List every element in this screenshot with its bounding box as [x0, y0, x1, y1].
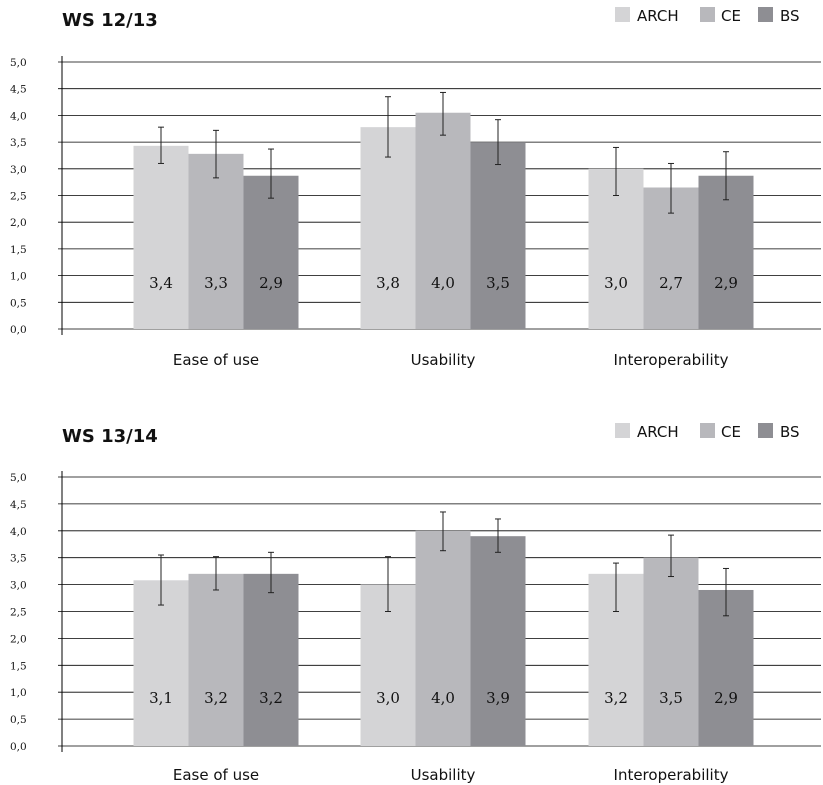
- legend-swatch-arch: [615, 7, 630, 22]
- bar-bs: [243, 175, 299, 329]
- data-label: 3,5: [659, 689, 683, 707]
- y-tick-label: 2,5: [10, 191, 27, 203]
- y-tick-label: 3,5: [10, 137, 27, 149]
- y-tick-label: 4,0: [10, 110, 27, 122]
- y-tick-label: 4,0: [10, 526, 27, 538]
- y-tick-label: 2,0: [10, 633, 27, 645]
- y-tick-label: 1,0: [10, 271, 27, 283]
- y-tick-label: 5,0: [10, 57, 27, 69]
- y-tick-label: 3,0: [10, 580, 27, 592]
- data-label: 3,0: [376, 689, 400, 707]
- bar-bs: [243, 573, 299, 746]
- data-label: 3,3: [204, 274, 228, 292]
- bar-ce: [415, 112, 471, 329]
- bar-bs: [470, 142, 526, 329]
- y-tick-label: 1,0: [10, 687, 27, 699]
- bar-bs: [698, 175, 754, 329]
- data-label: 2,9: [714, 689, 738, 707]
- chart-panel-2: WS 13/14 ARCH CE BS 0,0 0,5 1,0 1,5 2,0 2,5 3,0 3,5…: [10, 423, 821, 784]
- y-tick-label: 5,0: [10, 472, 27, 484]
- x-category-label: Usability: [411, 351, 476, 369]
- y-tick-label: 2,5: [10, 607, 27, 619]
- data-label: 3,4: [149, 274, 173, 292]
- chart-title: WS 12/13: [62, 10, 158, 31]
- y-tick-label: 0,0: [10, 741, 27, 753]
- legend-label-bs: BS: [780, 423, 800, 441]
- bar-bs: [470, 536, 526, 746]
- bar-arch: [133, 145, 189, 329]
- legend-swatch-bs: [758, 423, 773, 438]
- bar-ce: [415, 530, 471, 746]
- legend-label-ce: CE: [721, 423, 741, 441]
- data-label: 3,2: [259, 689, 283, 707]
- legend-label-arch: ARCH: [637, 7, 679, 25]
- data-label: 3,5: [486, 274, 510, 292]
- data-label: 3,1: [149, 689, 173, 707]
- data-label: 3,2: [204, 689, 228, 707]
- bar-ce: [643, 557, 699, 746]
- legend-label-bs: BS: [780, 7, 800, 25]
- x-category-label: Interoperability: [614, 766, 729, 784]
- legend-label-arch: ARCH: [637, 423, 679, 441]
- y-tick-label: 0,5: [10, 297, 27, 309]
- chart-panel-1: WS 12/13 ARCH CE BS 0,0 0,5 1,0 1,5 2,0 2,5 3,0 3,5…: [10, 7, 821, 369]
- data-label: 3,2: [604, 689, 628, 707]
- y-tick-label: 3,0: [10, 164, 27, 176]
- data-label: 2,9: [259, 274, 283, 292]
- legend-label-ce: CE: [721, 7, 741, 25]
- bar-arch: [360, 127, 416, 329]
- y-tick-label: 4,5: [10, 84, 27, 96]
- y-tick-label: 4,5: [10, 499, 27, 511]
- y-tick-label: 2,0: [10, 217, 27, 229]
- bar-arch: [133, 580, 189, 746]
- bar-ce: [188, 153, 244, 329]
- chart-title: WS 13/14: [62, 426, 158, 447]
- data-label: 2,7: [659, 274, 683, 292]
- legend-swatch-arch: [615, 423, 630, 438]
- legend-swatch-ce: [700, 423, 715, 438]
- y-tick-label: 1,5: [10, 660, 27, 672]
- x-category-label: Interoperability: [614, 351, 729, 369]
- x-category-label: Ease of use: [173, 766, 259, 784]
- bar-ce: [188, 573, 244, 746]
- data-label: 3,0: [604, 274, 628, 292]
- x-category-label: Ease of use: [173, 351, 259, 369]
- y-tick-label: 0,0: [10, 324, 27, 336]
- x-category-label: Usability: [411, 766, 476, 784]
- data-label: 4,0: [431, 274, 455, 292]
- legend-swatch-ce: [700, 7, 715, 22]
- y-tick-label: 0,5: [10, 714, 27, 726]
- data-label: 2,9: [714, 274, 738, 292]
- legend-swatch-bs: [758, 7, 773, 22]
- y-tick-label: 3,5: [10, 553, 27, 565]
- data-label: 3,9: [486, 689, 510, 707]
- data-label: 3,8: [376, 274, 400, 292]
- y-tick-label: 1,5: [10, 244, 27, 256]
- data-label: 4,0: [431, 689, 455, 707]
